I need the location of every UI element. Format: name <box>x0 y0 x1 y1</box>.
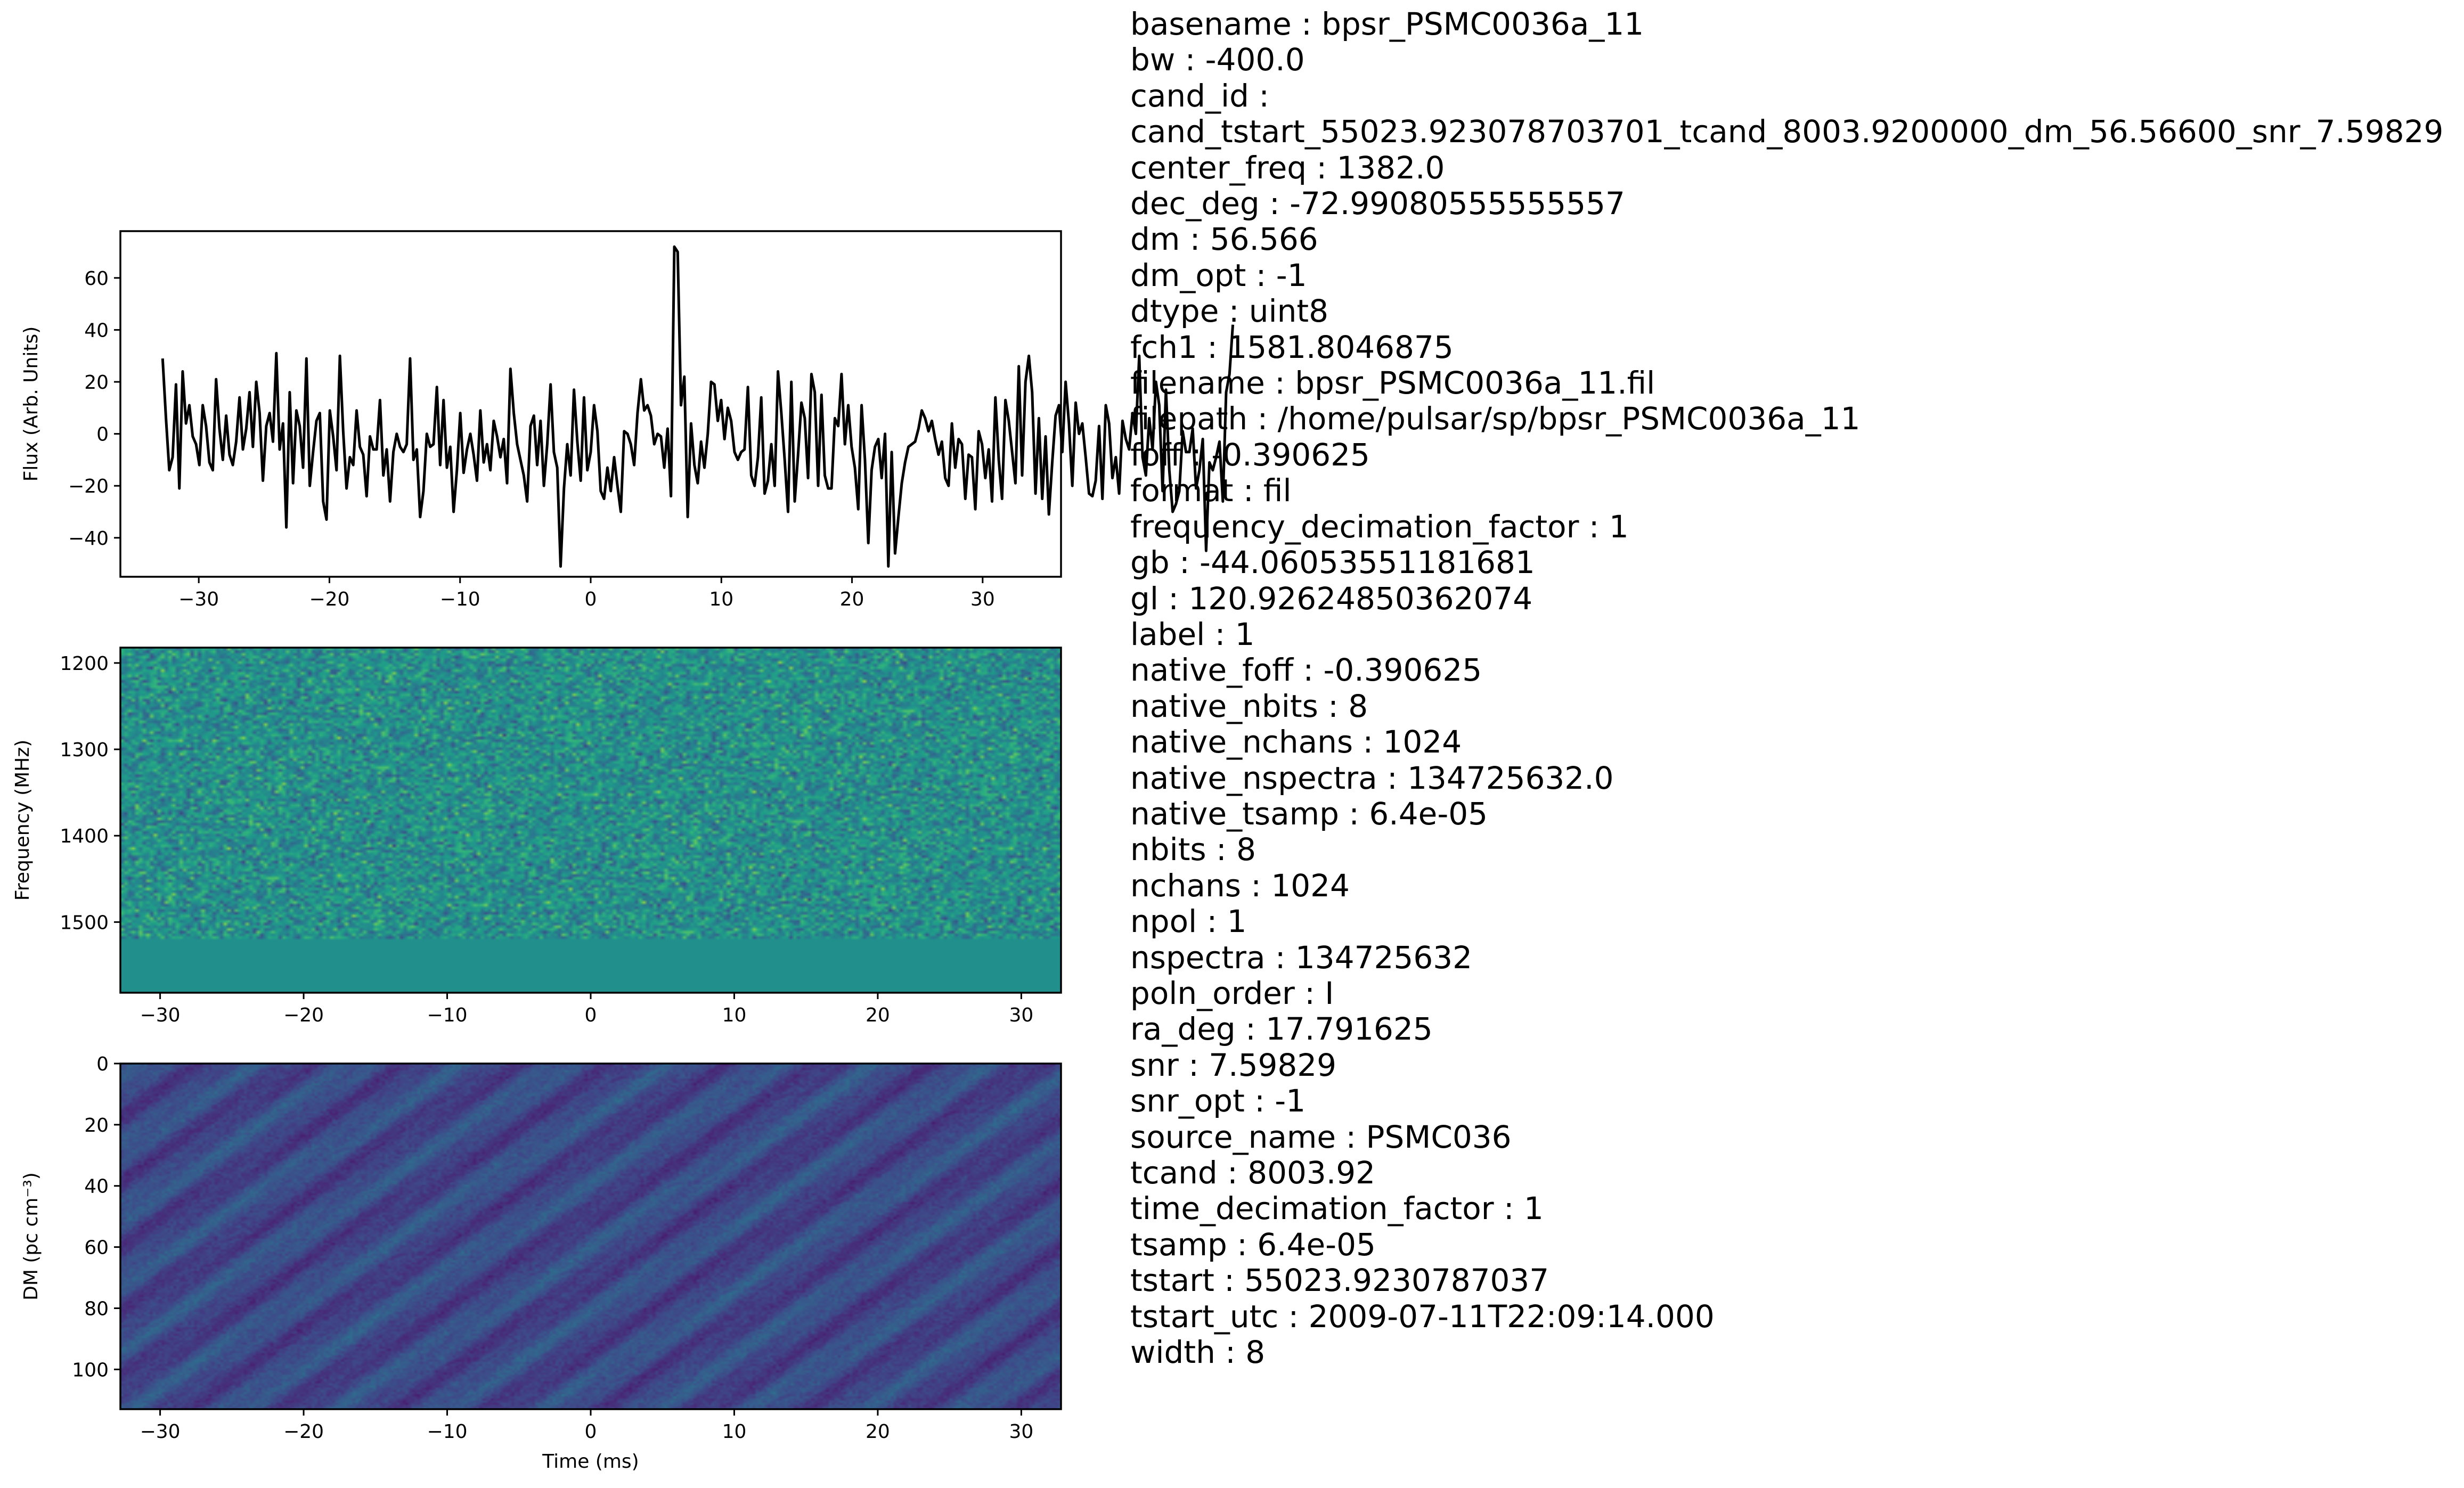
metadata-line: label : 1 <box>1130 616 1255 652</box>
x-axis-label: Time (ms) <box>542 1451 639 1473</box>
metadata-line: dm : 56.566 <box>1130 221 1318 258</box>
y-tick-label: 1400 <box>60 825 109 847</box>
x-tick-label: 20 <box>866 1004 890 1026</box>
metadata-line: format : fil <box>1130 472 1292 509</box>
x-tick-label: −20 <box>283 1004 324 1026</box>
x-tick-label: −30 <box>140 1004 181 1026</box>
metadata-line: nbits : 8 <box>1130 831 1256 868</box>
metadata-line: native_foff : -0.390625 <box>1130 652 1482 689</box>
y-tick-label: −40 <box>68 528 109 550</box>
x-tick-label: 10 <box>722 1004 747 1026</box>
y-tick-label: 60 <box>84 1237 109 1259</box>
y-tick-label: 0 <box>96 424 109 446</box>
metadata-line: source_name : PSMC036 <box>1130 1118 1512 1155</box>
y-tick-label: −20 <box>68 476 109 497</box>
x-tick-label: −10 <box>440 588 480 610</box>
metadata-line: dec_deg : -72.99080555555557 <box>1130 185 1625 222</box>
metadata-line: ra_deg : 17.791625 <box>1130 1011 1433 1048</box>
metadata-line: fch1 : 1581.8046875 <box>1130 329 1454 365</box>
y-tick-label: 40 <box>84 1176 109 1198</box>
metadata-line: gl : 120.92624850362074 <box>1130 580 1533 617</box>
y-tick-label: 20 <box>84 372 109 394</box>
metadata-line: tstart_utc : 2009-07-11T22:09:14.000 <box>1130 1298 1715 1335</box>
candidate-metadata-list: basename : bpsr_PSMC0036a_11 bw : -400.0 c… <box>1130 6 2443 1370</box>
x-tick-label: 0 <box>585 588 597 610</box>
metadata-line: filepath : /home/pulsar/sp/bpsr_PSMC0036… <box>1130 400 1861 437</box>
metadata-line: native_tsamp : 6.4e-05 <box>1130 795 1488 832</box>
y-tick-label: 0 <box>96 1053 109 1075</box>
x-tick-label: 20 <box>840 588 864 610</box>
metadata-line: poln_order : I <box>1130 975 1334 1011</box>
flux-series-line <box>161 245 1235 568</box>
metadata-line: bw : -400.0 <box>1130 42 1305 78</box>
dm-time-panel: −30 −20 −10 0 10 20 30 0 20 40 60 80 100 DM (pc cm⁻³)… <box>20 1053 1062 1473</box>
x-tick-label: 20 <box>866 1421 890 1443</box>
metadata-line: nspectra : 134725632 <box>1130 939 1473 976</box>
x-tick-label: −10 <box>427 1004 468 1026</box>
x-tick-label: 30 <box>1009 1421 1034 1443</box>
x-tick-label: 0 <box>585 1004 597 1026</box>
y-axis-label: Frequency (MHz) <box>12 740 34 901</box>
x-tick-label: −30 <box>140 1421 181 1443</box>
metadata-line: dtype : uint8 <box>1130 293 1329 330</box>
y-tick-label: 1500 <box>60 912 109 934</box>
metadata-line: width : 8 <box>1130 1334 1266 1371</box>
axes-frame <box>119 230 1062 578</box>
flux-panel: −30 −20 −10 0 10 20 30 −40 −20 0 20 40 60 Flux (Arb. … <box>20 230 1235 610</box>
metadata-line: nchans : 1024 <box>1130 867 1350 904</box>
x-tick-label: 0 <box>585 1421 597 1443</box>
y-tick-label: 1300 <box>60 739 109 761</box>
x-tick-label: 10 <box>709 588 733 610</box>
dm-time-heatmap <box>120 1064 1061 1409</box>
y-tick-label: 40 <box>84 320 109 341</box>
y-tick-label: 60 <box>84 268 109 290</box>
frequency-time-panel: −30 −20 −10 0 10 20 30 1200 1300 1400 1500 Frequenc… <box>12 647 1062 1026</box>
metadata-line: native_nbits : 8 <box>1130 688 1368 724</box>
metadata-line: gb : -44.06053551181681 <box>1130 544 1535 581</box>
metadata-line: snr : 7.59829 <box>1130 1046 1337 1083</box>
metadata-line: tsamp : 6.4e-05 <box>1130 1226 1376 1263</box>
metadata-line: center_freq : 1382.0 <box>1130 149 1445 186</box>
x-tick-label: 30 <box>970 588 995 610</box>
x-tick-label: −30 <box>178 588 219 610</box>
metadata-line: npol : 1 <box>1130 903 1247 940</box>
metadata-line: tstart : 55023.9230787037 <box>1130 1262 1549 1299</box>
metadata-line: time_decimation_factor : 1 <box>1130 1190 1544 1227</box>
metadata-line: filename : bpsr_PSMC0036a_11.fil <box>1130 365 1655 402</box>
metadata-line: foff : -0.390625 <box>1130 436 1370 473</box>
metadata-line: cand_tstart_55023.923078703701_tcand_800… <box>1130 113 2444 150</box>
metadata-line: dm_opt : -1 <box>1130 257 1307 293</box>
x-tick-label: −20 <box>283 1421 324 1443</box>
metadata-line: tcand : 8003.92 <box>1130 1155 1376 1191</box>
y-axis-label: DM (pc cm⁻³) <box>20 1172 42 1301</box>
metadata-line: native_nspectra : 134725632.0 <box>1130 759 1614 796</box>
metadata-line: native_nchans : 1024 <box>1130 724 1462 761</box>
y-axis-label: Flux (Arb. Units) <box>20 326 42 482</box>
y-tick-label: 80 <box>84 1298 109 1320</box>
metadata-line: frequency_decimation_factor : 1 <box>1130 508 1629 545</box>
y-tick-label: 100 <box>72 1359 109 1381</box>
y-tick-label: 1200 <box>60 653 109 675</box>
x-tick-label: 10 <box>722 1421 747 1443</box>
y-tick-label: 20 <box>84 1115 109 1137</box>
metadata-line: basename : bpsr_PSMC0036a_11 <box>1130 6 1644 42</box>
frequency-time-heatmap <box>120 648 1061 993</box>
x-tick-label: −10 <box>427 1421 468 1443</box>
x-tick-label: −20 <box>309 588 349 610</box>
x-tick-label: 30 <box>1009 1004 1034 1026</box>
metadata-line: snr_opt : -1 <box>1130 1083 1306 1119</box>
metadata-line: cand_id : <box>1130 77 1269 114</box>
